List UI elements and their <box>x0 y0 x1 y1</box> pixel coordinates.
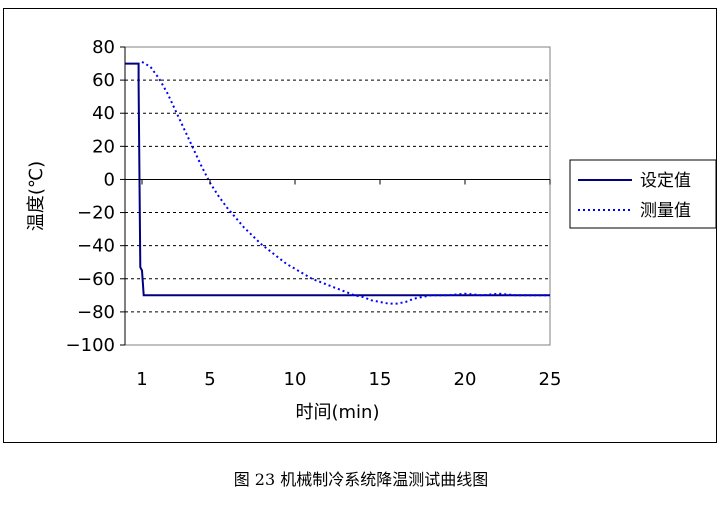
legend-box <box>569 159 717 229</box>
series-layer <box>125 61 550 305</box>
y-tick-label: 20 <box>92 136 115 157</box>
y-tick-label: 40 <box>92 103 115 124</box>
x-tick-label: 20 <box>454 369 477 390</box>
chart-frame: 80 60 40 20 0 −20 −40 −60 −80 −100 1 5 10 15 20 25 时间(… <box>3 8 717 443</box>
x-tick-label: 5 <box>204 369 215 390</box>
plot-area-border <box>124 46 551 346</box>
y-tick-labels: 80 60 40 20 0 −20 −40 −60 −80 −100 <box>66 37 115 356</box>
y-tick-label: −80 <box>77 302 115 323</box>
series-line-2 <box>141 61 550 305</box>
series-line-1 <box>125 62 550 297</box>
x-tick-label: 1 <box>136 369 147 390</box>
y-tick-label: −60 <box>77 269 115 290</box>
y-tick-label: −20 <box>77 203 115 224</box>
y-axis-title: 温度(℃) <box>26 161 47 231</box>
y-tick-label: 0 <box>104 169 115 190</box>
plot-area <box>124 46 551 346</box>
x-axis-title: 时间(min) <box>296 402 380 423</box>
x-tick-label: 10 <box>284 369 307 390</box>
x-tick-label: 15 <box>369 369 392 390</box>
legend-label: 测量值 <box>640 201 691 221</box>
legend-label: 设定值 <box>640 171 691 191</box>
x-tick-label: 25 <box>539 369 562 390</box>
figure-caption: 图 23 机械制冷系统降温测试曲线图 <box>233 470 489 489</box>
y-tick-label: 80 <box>92 37 115 58</box>
y-tick-label: 60 <box>92 70 115 91</box>
y-tick-label: −40 <box>77 236 115 257</box>
y-tick-label: −100 <box>66 335 115 356</box>
axes <box>120 46 551 346</box>
x-tick-labels: 1 5 10 15 20 25 <box>136 369 561 390</box>
